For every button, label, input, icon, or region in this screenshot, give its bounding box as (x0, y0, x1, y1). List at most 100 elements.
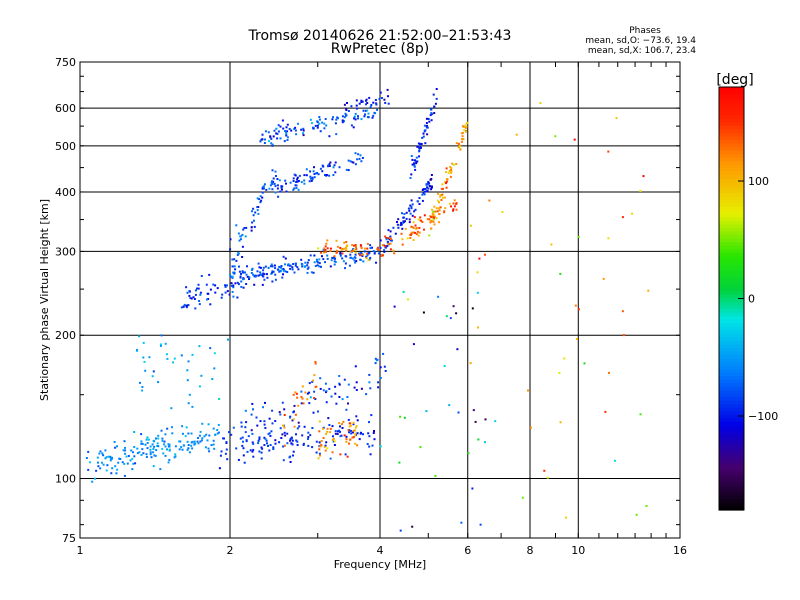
plot-area: 1 2 4 6 8 10 16 75 100 200 300 400 500 600 750 (55, 56, 687, 557)
data-point (214, 284, 217, 287)
data-point (378, 249, 381, 252)
data-point (325, 441, 328, 444)
data-point (422, 188, 425, 191)
data-point (639, 413, 642, 416)
data-point (436, 199, 439, 202)
data-point (369, 453, 372, 456)
y-tick-label: 500 (55, 140, 76, 153)
data-point (374, 357, 377, 360)
data-point (280, 437, 283, 439)
colorbar-segment (719, 108, 744, 113)
data-point (294, 413, 297, 416)
data-point (437, 207, 440, 210)
colorbar-segment (719, 439, 744, 444)
colorbar-segment (719, 326, 744, 331)
data-point (226, 284, 228, 287)
data-point (375, 102, 378, 105)
data-point (275, 132, 278, 135)
data-point (207, 423, 210, 426)
data-point (271, 182, 274, 185)
data-point (97, 461, 99, 464)
data-point (239, 437, 242, 440)
data-point (164, 454, 167, 457)
data-point (343, 241, 346, 244)
data-point (647, 289, 650, 292)
colorbar-segment (719, 266, 744, 271)
data-point (316, 121, 319, 124)
data-point (432, 210, 435, 213)
data-point (329, 250, 332, 252)
data-point (456, 348, 459, 351)
data-point (355, 246, 357, 248)
data-point (170, 407, 173, 410)
data-point (180, 354, 183, 357)
data-point (314, 360, 317, 363)
data-point (270, 272, 273, 275)
data-point (157, 445, 160, 448)
data-point (208, 450, 211, 453)
data-point (271, 180, 273, 183)
data-point (471, 487, 474, 490)
data-point (150, 456, 153, 459)
data-point (426, 183, 429, 186)
data-point (435, 88, 438, 90)
data-point (127, 455, 130, 457)
data-point (141, 386, 144, 388)
data-point (355, 426, 357, 429)
data-point (229, 275, 232, 278)
data-point (197, 283, 200, 286)
data-point (342, 260, 345, 263)
data-point (417, 234, 420, 237)
colorbar-tick-label: 100 (748, 175, 769, 188)
data-point (325, 174, 328, 176)
data-point (233, 258, 236, 261)
data-point (231, 265, 234, 268)
data-point (261, 187, 264, 190)
data-point (161, 447, 164, 450)
data-point (187, 304, 190, 307)
data-point (281, 401, 284, 404)
data-point (425, 190, 428, 193)
data-point (356, 158, 359, 161)
data-point (317, 247, 320, 250)
data-point (187, 402, 190, 405)
data-point (251, 210, 253, 213)
data-point (318, 452, 321, 455)
data-point (277, 195, 280, 198)
data-point (320, 444, 323, 447)
data-point (270, 263, 273, 266)
data-point (297, 179, 300, 182)
data-point (240, 421, 243, 424)
data-point (224, 452, 227, 455)
data-point (331, 425, 334, 428)
data-point (347, 429, 350, 432)
data-point (436, 210, 439, 213)
data-point (237, 232, 240, 235)
data-point (286, 432, 289, 435)
data-point (365, 98, 368, 101)
data-point (292, 454, 294, 457)
data-point (341, 427, 344, 429)
data-point (109, 455, 112, 458)
data-point (307, 266, 310, 269)
data-point (308, 180, 311, 183)
data-point (645, 505, 648, 507)
data-point (258, 450, 261, 453)
data-point (577, 308, 580, 311)
data-point (282, 127, 285, 130)
data-point (244, 235, 247, 238)
data-point (387, 102, 390, 105)
data-point (240, 425, 243, 428)
data-point (375, 359, 378, 362)
data-point (124, 449, 127, 452)
data-point (130, 449, 133, 452)
data-point (313, 176, 316, 179)
data-point (387, 95, 389, 98)
data-point (357, 115, 359, 118)
colorbar-segment (719, 122, 744, 127)
stats-x-line: mean, sd,X: 106.7, 23.4 (588, 46, 696, 56)
data-point (379, 91, 382, 94)
data-point (384, 246, 387, 249)
data-point (464, 124, 467, 127)
data-point (309, 434, 312, 437)
